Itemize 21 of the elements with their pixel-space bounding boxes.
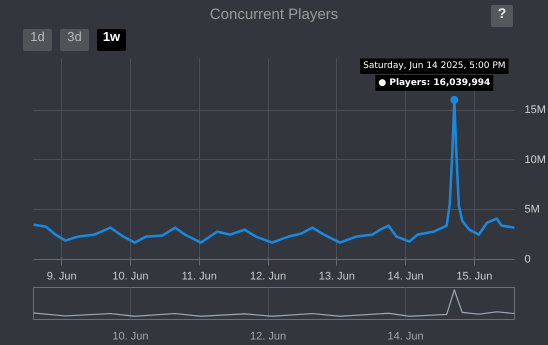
x-tick-label: 9. Jun bbox=[46, 270, 77, 282]
x-tick-label: 12. Jun bbox=[250, 330, 286, 342]
x-tick-label: 11. Jun bbox=[182, 270, 217, 282]
y-tick-label: 15M bbox=[524, 104, 546, 116]
text: 3d bbox=[60, 29, 89, 51]
annotation: Saturday, Jun 14 2025, 5:00 PM bbox=[363, 60, 506, 71]
text: 1d bbox=[23, 29, 52, 51]
x-tick-label: 13. Jun bbox=[318, 270, 355, 282]
y-tick-label: 5M bbox=[524, 204, 540, 216]
text: 1w bbox=[97, 29, 126, 51]
annotation: ● Players: 16,039,994 bbox=[378, 78, 490, 88]
x-tick-label: 12. Jun bbox=[250, 270, 286, 282]
x-tick-label: 10. Jun bbox=[112, 270, 149, 282]
x-tick-label: 14. Jun bbox=[388, 270, 424, 282]
y-tick-label: 10M bbox=[524, 154, 546, 166]
y-tick-label: 0 bbox=[524, 254, 531, 266]
text: ? bbox=[491, 5, 513, 27]
x-tick-label: 15. Jun bbox=[456, 270, 492, 282]
chart-title: Concurrent Players bbox=[210, 6, 338, 23]
x-tick-label: 10. Jun bbox=[112, 330, 149, 342]
x-tick-label: 14. Jun bbox=[388, 330, 424, 342]
